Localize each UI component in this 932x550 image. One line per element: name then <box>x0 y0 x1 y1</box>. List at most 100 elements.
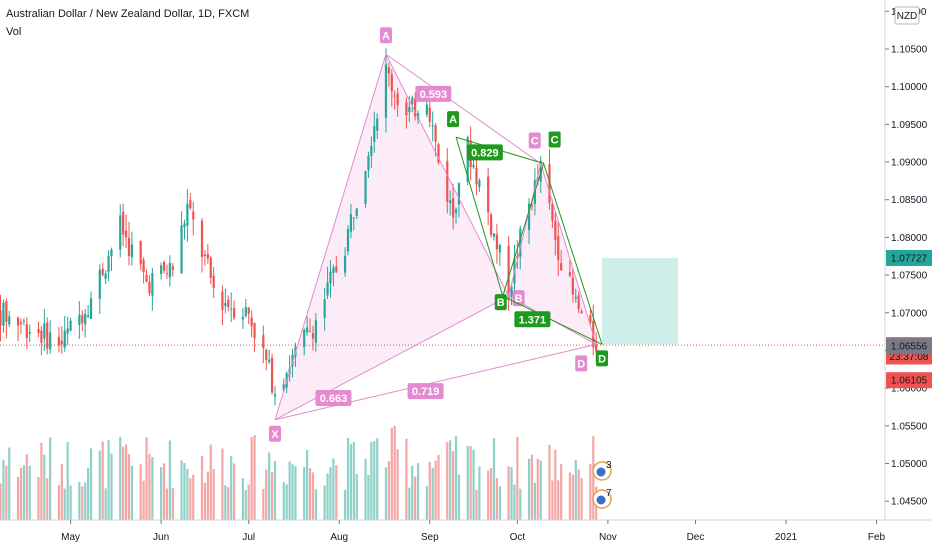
price-label-bg <box>886 338 932 355</box>
pink-ac-line <box>385 53 542 164</box>
green-ratio-ac[interactable]: 0.829 <box>471 147 499 159</box>
candle-body <box>446 161 449 202</box>
candle-body <box>119 215 122 250</box>
green-label-a[interactable]: A <box>449 114 457 126</box>
volume-bar <box>323 485 326 520</box>
pink-harmonic-pattern[interactable]: X A B C D 0.663 0.593 0.719 <box>269 27 597 442</box>
volume-indicator-label[interactable]: Vol <box>6 26 22 38</box>
volume-bar <box>376 438 379 520</box>
volume-bar <box>0 483 2 520</box>
volume-bar <box>568 472 572 520</box>
candle-body <box>253 322 256 339</box>
candle-body <box>384 64 388 118</box>
target-zone[interactable] <box>602 257 678 345</box>
candle-body <box>241 316 244 320</box>
green-ratio-ac-bg <box>466 144 503 161</box>
candle-body <box>265 349 268 360</box>
volume-bar <box>165 488 169 520</box>
pink-ratio-xb[interactable]: 0.663 <box>320 393 348 405</box>
candle-body <box>5 301 8 322</box>
volume-bar <box>343 489 347 520</box>
volume-bar <box>580 478 583 520</box>
candle-body <box>98 269 101 299</box>
candle-body <box>233 308 236 318</box>
candle-body <box>571 277 574 295</box>
pink-label-c[interactable]: C <box>531 136 539 148</box>
green-label-c[interactable]: C <box>551 135 559 147</box>
event-badges[interactable]: 37 <box>592 460 612 509</box>
candle-body <box>457 183 461 205</box>
candle-body <box>57 336 61 346</box>
candle-body <box>580 311 583 314</box>
volume-bar <box>414 476 417 520</box>
time-tick-label: Sep <box>421 532 439 543</box>
pink-label-a-bg <box>379 27 392 44</box>
candle-body <box>314 320 317 343</box>
volume-bar <box>452 451 455 520</box>
candle-body <box>551 203 554 221</box>
candle-body <box>367 155 370 171</box>
volume-bar <box>130 465 134 520</box>
time-tick-label: Jul <box>242 532 255 543</box>
price-label[interactable]: 1.06105 <box>891 376 928 387</box>
green-ratio-bd[interactable]: 1.371 <box>519 314 547 326</box>
candle-body <box>595 343 598 352</box>
candle-body <box>568 272 572 276</box>
pink-ratio-ac[interactable]: 0.593 <box>420 89 448 101</box>
price-tick-label: 1.04500 <box>891 497 928 508</box>
candle-body <box>200 220 204 258</box>
price-axis[interactable]: 1.110001.105001.100001.095001.090001.085… <box>884 0 932 520</box>
pink-triangle-xab <box>275 54 509 420</box>
green-zigzag[interactable] <box>455 137 603 345</box>
price-label[interactable]: 23:37:08 <box>890 352 929 363</box>
candle-body <box>495 234 499 250</box>
time-axis[interactable]: May Jun Jul Aug Sep Oct Nov Dec 2021 Feb <box>0 519 932 543</box>
volume-bar <box>189 478 192 520</box>
volume-bar <box>431 467 434 520</box>
volume-bar <box>145 437 148 520</box>
volume-bar <box>346 437 350 520</box>
volume-bar <box>303 466 306 520</box>
pink-ratio-xd[interactable]: 0.719 <box>412 386 440 398</box>
pink-label-b[interactable]: B <box>515 293 523 305</box>
pink-label-d[interactable]: D <box>577 358 585 370</box>
volume-bar <box>98 450 101 520</box>
candle-body <box>270 357 274 393</box>
pink-label-x[interactable]: X <box>271 429 279 441</box>
price-tick-label: 1.05000 <box>891 459 928 470</box>
risk-reward-zones[interactable] <box>602 257 678 345</box>
green-harmonic-pattern[interactable]: A B C D 0.829 1.371 <box>447 111 609 367</box>
price-tick-label: 1.08500 <box>891 195 928 206</box>
candle-body <box>151 272 154 296</box>
candle-body <box>393 95 396 97</box>
price-tick-label: 1.10500 <box>891 44 928 55</box>
volume-bar <box>373 441 376 520</box>
currency-badge[interactable]: NZD <box>894 6 920 25</box>
candle-body <box>487 176 490 213</box>
volume-bar <box>428 461 431 520</box>
volume-bar <box>268 452 271 520</box>
green-label-a-bg <box>447 111 460 128</box>
candle-body <box>28 331 31 334</box>
green-label-d[interactable]: D <box>598 353 606 365</box>
green-label-d-bg <box>596 350 609 367</box>
candle-body <box>89 298 93 319</box>
candle-body <box>19 322 23 324</box>
candle-body <box>192 211 195 220</box>
green-ratio-bd-bg <box>514 311 551 328</box>
price-label[interactable]: 1.06556 <box>891 342 928 353</box>
currency-badge-box <box>894 6 920 25</box>
price-label[interactable]: 1.07727 <box>891 253 928 264</box>
pink-label-a[interactable]: A <box>382 30 390 42</box>
price-tick-label: 1.07500 <box>891 271 928 282</box>
green-label-b-bg <box>494 294 507 311</box>
green-label-b[interactable]: B <box>497 297 505 309</box>
candle-body <box>107 256 110 273</box>
time-tick-label: Dec <box>687 532 705 543</box>
candle-body <box>492 233 496 237</box>
candle-body <box>186 203 189 226</box>
candle-body <box>25 324 28 338</box>
pink-ratio-xd-bg <box>407 383 444 400</box>
volume-bar <box>227 487 230 520</box>
